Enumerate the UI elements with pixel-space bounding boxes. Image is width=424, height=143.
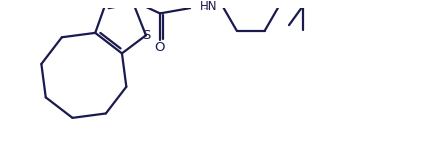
- Text: HN: HN: [200, 0, 217, 13]
- Text: S: S: [142, 29, 150, 42]
- Text: O: O: [155, 41, 165, 54]
